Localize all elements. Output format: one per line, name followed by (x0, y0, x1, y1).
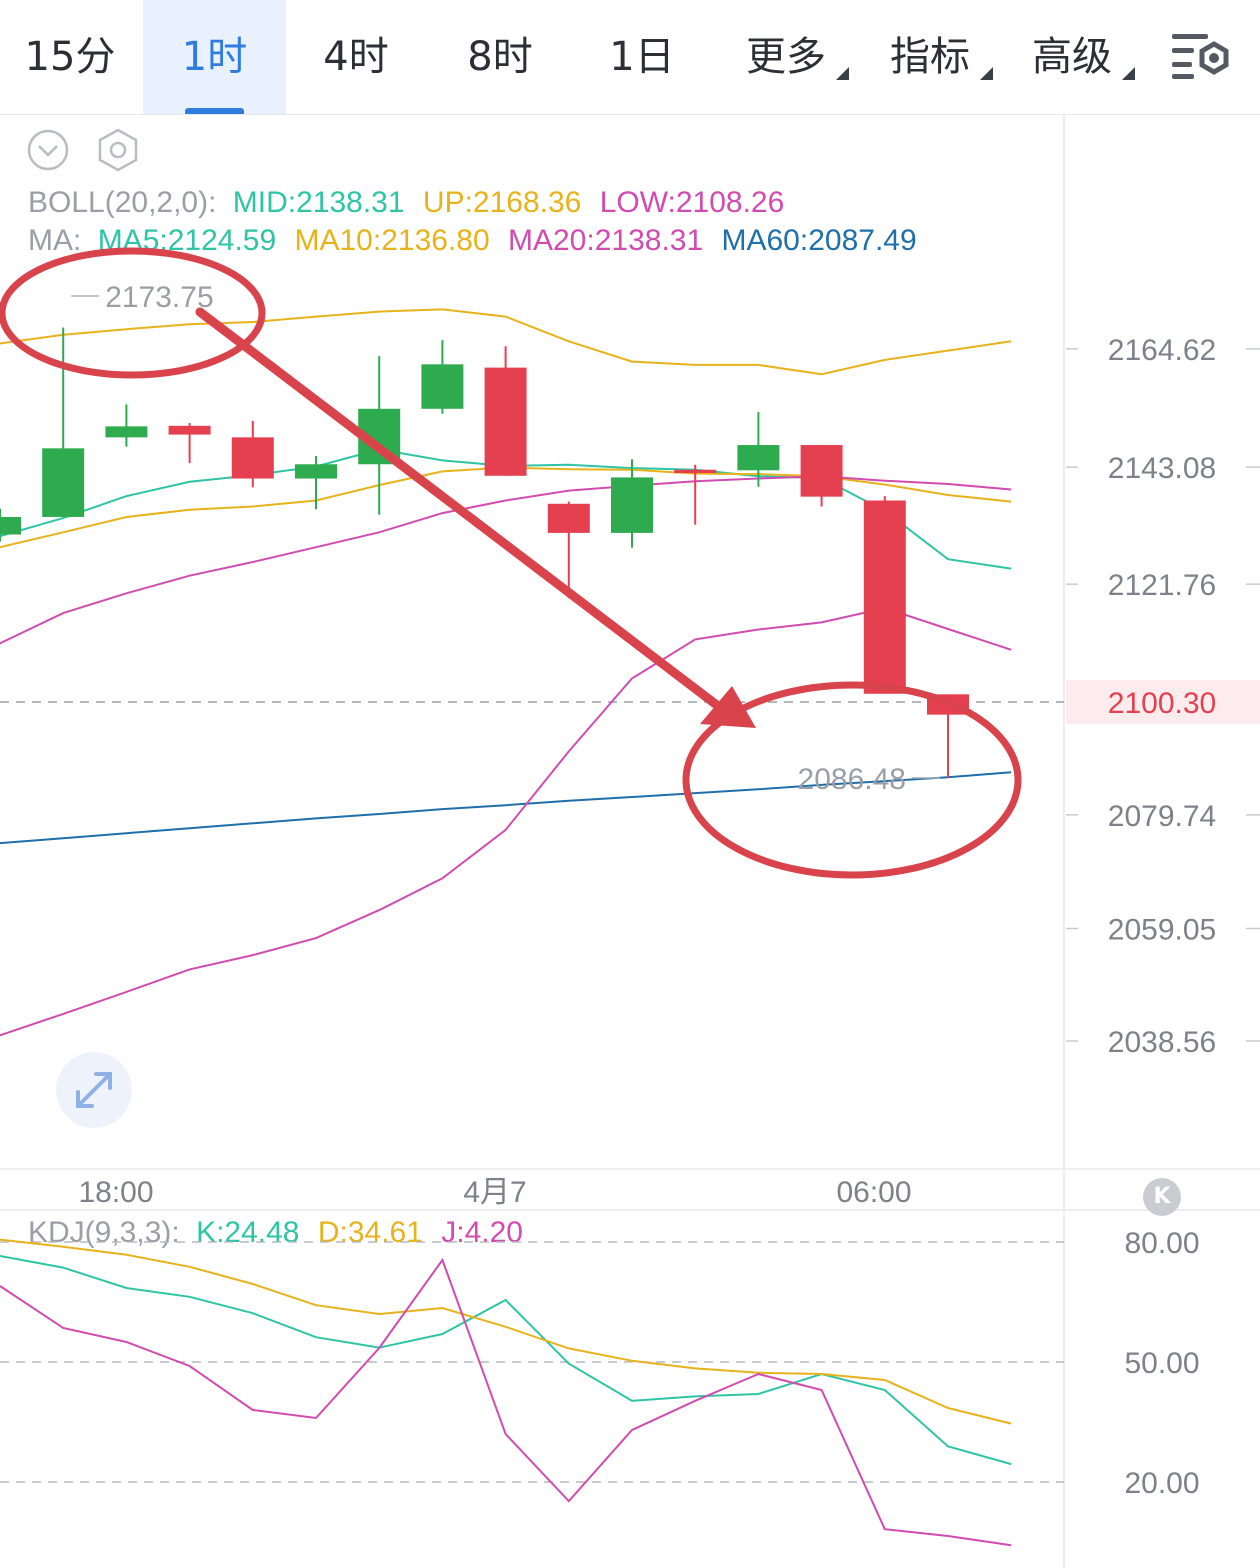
kdj-lines (0, 1238, 1012, 1547)
tab-label: 4时 (323, 34, 389, 80)
grid-lines (0, 701, 1064, 1483)
kdj-label: KDJ(9,3,3): (28, 1216, 180, 1249)
candle-body (547, 503, 590, 533)
expand-arrows-icon (76, 1072, 112, 1108)
boll-mid-value: MID:2138.31 (233, 186, 405, 219)
price-tick-label: 2038.56 (1108, 1026, 1216, 1059)
kdj-line-d (0, 1238, 1012, 1425)
kdj-legend: KDJ(9,3,3): K:24.48 D:34.61 J:4.20 (28, 1216, 523, 1249)
hexagon-gear-icon[interactable] (98, 128, 138, 172)
tab-8h[interactable]: 8时 (430, 0, 570, 114)
annotation-arrowhead (700, 686, 756, 728)
kdj-d-value: D:34.61 (318, 1216, 423, 1249)
kdj-k-value: K:24.48 (196, 1216, 299, 1249)
price-markers: 2173.75 2086.48 (71, 281, 940, 796)
candles (0, 327, 969, 778)
tab-label: 1日 (609, 34, 675, 80)
ma60-value: MA60:2087.49 (722, 224, 917, 257)
current-price-label: 2100.30 (1108, 687, 1216, 720)
price-tick-label: 2164.62 (1108, 334, 1216, 367)
candle-body (295, 464, 337, 479)
boll-label: BOLL(20,2,0): (28, 186, 216, 219)
timeframe-tab-bar: 15分 1时 4时 8时 1日 更多 指标 高级 (0, 0, 1260, 115)
tab-more[interactable]: 更多 (716, 0, 856, 114)
kdj-tick-label: 20.00 (1124, 1467, 1199, 1500)
tab-label: 15分 (24, 34, 116, 80)
tab-label: 1时 (181, 34, 248, 80)
ma-legend: MA: MA5:2124.59 MA10:2136.80 MA20:2138.3… (28, 224, 917, 257)
price-tick-label: 2121.76 (1108, 569, 1216, 602)
dropdown-triangle-icon (1122, 67, 1135, 80)
current-price-tag (1066, 680, 1260, 724)
price-tick-label: 2059.05 (1108, 913, 1216, 946)
tab-label: 8时 (467, 34, 533, 80)
dropdown-triangle-icon (836, 67, 849, 80)
candle-body (800, 445, 843, 497)
kdj-line-j (0, 1257, 1012, 1547)
boll-legend: BOLL(20,2,0): MID:2138.31 UP:2168.36 LOW… (28, 186, 784, 219)
ma10-value: MA10:2136.80 (295, 224, 490, 257)
kdj-line-k (0, 1255, 1012, 1466)
tab-advanced[interactable]: 高级 (1002, 0, 1142, 114)
series-line-up (0, 308, 1012, 376)
tab-1d[interactable]: 1日 (572, 0, 712, 114)
price-tick-label: 2079.74 (1108, 800, 1216, 833)
tab-label: 高级 (1032, 34, 1112, 80)
time-tick-label: 18:00 (78, 1176, 153, 1209)
candle-body (105, 426, 148, 438)
ma-label: MA: (28, 224, 81, 257)
candle-body (168, 425, 211, 435)
time-tick-label: 06:00 (836, 1176, 911, 1209)
tab-label: 更多 (746, 34, 826, 80)
dropdown-triangle-icon (980, 67, 993, 80)
annotation-overlay (0, 247, 1022, 879)
boll-up-value: UP:2168.36 (423, 186, 581, 219)
low-price-label: 2086.48 (798, 763, 906, 796)
active-tab-indicator (185, 108, 244, 114)
annotation-circle-high (0, 247, 266, 379)
candle-body (611, 477, 653, 533)
annotation-circle-low (682, 681, 1022, 879)
tab-indicators[interactable]: 指标 (860, 0, 1000, 114)
series-line-ma20 (0, 475, 1012, 645)
series-line-boll-low (0, 607, 1012, 1037)
k-icon[interactable]: K (1143, 1178, 1181, 1216)
high-price-label: 2173.75 (105, 281, 213, 314)
tab-1h[interactable]: 1时 (143, 0, 286, 114)
boll-low-value: LOW:2108.26 (600, 186, 785, 219)
candle-body (231, 437, 274, 479)
candle-body (484, 367, 527, 476)
tab-15m[interactable]: 15分 (0, 0, 140, 114)
candle-body (0, 516, 21, 535)
series-line-ma60 (0, 771, 1012, 845)
time-tick-label: 4月7 (463, 1176, 526, 1209)
candle-body (674, 469, 717, 474)
price-tick-label: 2143.08 (1108, 452, 1216, 485)
candle-body (421, 364, 464, 409)
tab-label: 指标 (890, 34, 970, 80)
expand-button[interactable] (56, 1052, 132, 1128)
candle-body (737, 445, 780, 471)
candle-body (42, 448, 85, 517)
tab-4h[interactable]: 4时 (286, 0, 426, 114)
axis-labels: 2164.62 2143.08 2121.76 2100.30 2079.74 2059.… (78, 334, 1260, 1500)
ma20-value: MA20:2138.31 (508, 224, 703, 257)
kdj-tick-label: 50.00 (1124, 1347, 1199, 1380)
kdj-j-value: J:4.20 (441, 1216, 523, 1249)
chart-settings-icon[interactable] (1170, 30, 1232, 82)
kdj-tick-label: 80.00 (1124, 1227, 1199, 1260)
candle-body (863, 500, 906, 694)
chevron-down-circle-icon[interactable] (27, 129, 69, 171)
annotation-arrow-shaft (195, 307, 723, 711)
